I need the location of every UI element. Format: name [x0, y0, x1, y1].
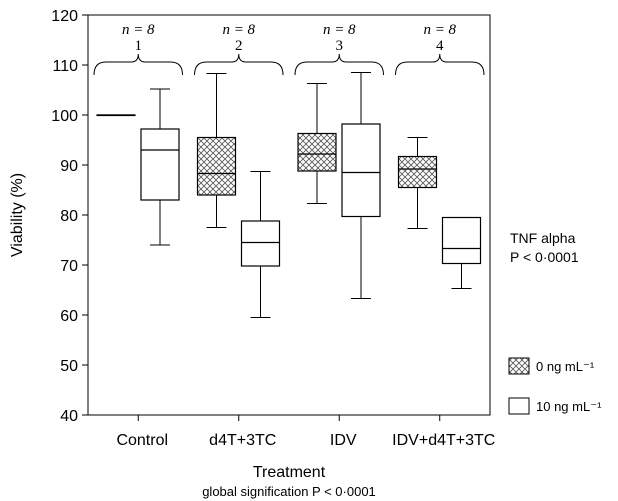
- group-n-label: n = 8: [423, 22, 456, 38]
- box-tnf-10-1: [140, 88, 180, 246]
- box-tnf-0-4: [397, 137, 438, 229]
- group-n-label: n = 8: [222, 22, 255, 38]
- group-brace: [395, 53, 485, 76]
- y-tick-label: 110: [52, 58, 78, 75]
- group-number: 2: [235, 38, 243, 54]
- box-tnf-10-4: [441, 216, 482, 289]
- y-tick-label: 70: [60, 258, 78, 275]
- group-number: 3: [336, 38, 344, 54]
- box-tnf-10-3: [341, 72, 381, 299]
- box-iqr: [196, 136, 237, 196]
- box-iqr: [341, 123, 381, 218]
- y-tick-label: 120: [51, 8, 78, 25]
- group-brace: [194, 53, 284, 76]
- y-tick-label: 80: [60, 208, 78, 225]
- group-n-label: n = 8: [323, 22, 356, 38]
- y-tick-label: 90: [60, 158, 78, 175]
- legend-swatch: [508, 357, 530, 375]
- legend-title: TNF alpha: [510, 230, 576, 246]
- box-tnf-0-2: [196, 73, 237, 228]
- box-iqr: [297, 132, 337, 172]
- group-brace: [93, 53, 183, 76]
- y-tick-label: 40: [60, 408, 78, 425]
- box-iqr: [397, 155, 438, 189]
- group-number: 4: [436, 38, 444, 54]
- legend-label: 0 ng mL⁻¹: [536, 359, 595, 374]
- x-tick-label: d4T+3TC: [209, 432, 276, 449]
- x-axis-label: Treatment: [253, 464, 326, 481]
- legend-pvalue: P < 0·0001: [510, 249, 579, 265]
- plot-area: [87, 14, 491, 416]
- global-significance: global signification P < 0·0001: [202, 484, 376, 499]
- group-n-label: n = 8: [122, 22, 155, 38]
- box-tnf-0-3: [297, 83, 337, 204]
- box-tnf-0-1: [96, 114, 136, 117]
- x-tick-label: Control: [116, 432, 168, 449]
- x-tick-label: IDV+d4T+3TC: [392, 432, 495, 449]
- legend-label: 10 ng mL⁻¹: [536, 399, 602, 414]
- y-tick-label: 100: [51, 108, 78, 125]
- y-tick-label: 50: [60, 358, 78, 375]
- y-axis-label: Viability (%): [9, 173, 26, 257]
- box-iqr: [441, 216, 482, 265]
- box-iqr: [240, 220, 281, 267]
- legend-swatch: [508, 397, 530, 415]
- group-number: 1: [135, 38, 143, 54]
- x-tick-label: IDV: [330, 432, 357, 449]
- y-tick-label: 60: [60, 308, 78, 325]
- group-brace: [294, 53, 384, 76]
- box-iqr: [140, 128, 180, 201]
- box-tnf-10-2: [240, 171, 281, 318]
